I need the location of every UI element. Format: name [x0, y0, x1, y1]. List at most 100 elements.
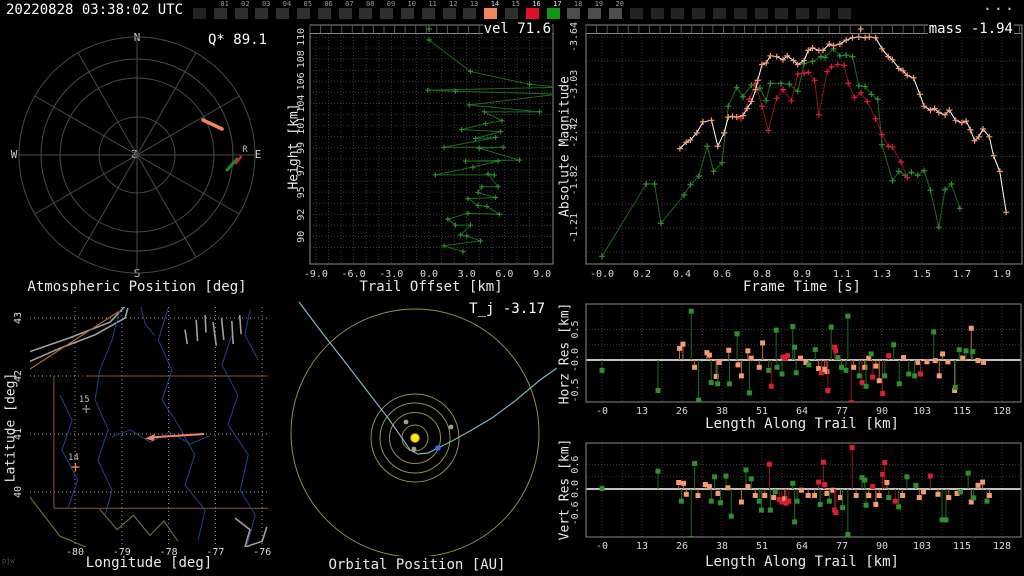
frame-number: 12: [449, 0, 458, 8]
tisserand-value: T_j -3.17: [468, 301, 546, 317]
frame-number: 07: [345, 0, 354, 8]
frame-number: 08: [365, 0, 375, 8]
timestamp: 20220828 03:38:02 UTC: [6, 2, 184, 18]
residual-points: [599, 308, 987, 402]
frame-square-04[interactable]: 04: [276, 1, 291, 19]
watermark: pjw: [2, 557, 15, 565]
mag-ylabel: Absolute Magnitude: [557, 76, 573, 217]
frame-square-18[interactable]: 18: [567, 1, 582, 19]
tick-label: 106: [296, 72, 307, 90]
atmospheric-title: Atmospheric Position [deg]: [27, 279, 247, 295]
q-star-value: Q* 89.1: [206, 32, 268, 48]
frame-square-u23[interactable]: [671, 8, 685, 19]
tick-label: -76: [253, 547, 271, 558]
tick-label: 77: [836, 541, 848, 552]
frame-square-u0[interactable]: [193, 8, 206, 19]
frame-square-12[interactable]: 12: [442, 1, 458, 19]
atmospheric-position-panel: N S W E Z R: [11, 31, 262, 280]
tick-label: -3.64: [569, 22, 580, 52]
tick-label: 115: [953, 406, 971, 417]
tick-label: 0.6: [713, 269, 731, 280]
frame-number: 19: [594, 0, 604, 8]
frame-number: 06: [324, 0, 333, 8]
frame-number: 13: [469, 0, 479, 8]
tick-label: 115: [953, 541, 971, 552]
tick-label: 99: [296, 142, 307, 154]
tick-label: 51: [756, 541, 768, 552]
meteor-streak-salmon: [201, 118, 224, 131]
frame-number: 01: [220, 0, 229, 8]
overflow-menu-icon[interactable]: ...: [982, 0, 1016, 14]
mag-xlabel: Frame Time [s]: [742, 279, 861, 295]
tick-label: 42: [13, 370, 24, 382]
frame-square-05[interactable]: 05: [296, 1, 312, 19]
radiant-marker-label: R: [242, 145, 248, 155]
tick-label: 43: [13, 312, 24, 324]
meteoroid-orbit: [298, 301, 557, 455]
frame-number: 14: [490, 0, 500, 8]
frame-square-07[interactable]: 07: [338, 1, 354, 19]
tick-label: 128: [993, 406, 1011, 417]
map-ylabel: Latitude [deg]: [3, 372, 19, 483]
tick-label: 0.0: [570, 480, 581, 498]
frame-square-19[interactable]: 19: [588, 1, 603, 19]
tick-label: 0.5: [570, 320, 581, 338]
tick-label: 64: [796, 406, 808, 417]
frame-square-u28[interactable]: [775, 8, 789, 19]
tick-label: 97: [296, 164, 307, 176]
tick-label: 0.4: [673, 269, 691, 280]
lightcurve-salmon: [676, 34, 1010, 216]
frame-square-06[interactable]: 06: [317, 1, 333, 19]
frame-square-13[interactable]: 13: [463, 1, 478, 19]
velocity-value: vel 71.6: [482, 21, 552, 37]
horz-xlabel: Length Along Trail [km]: [705, 416, 899, 432]
frame-square-11[interactable]: 11: [421, 1, 437, 19]
tick-label: -0: [596, 406, 608, 417]
mass-value: mass -1.94: [927, 21, 1014, 37]
frame-square-u25[interactable]: [712, 8, 726, 19]
tick-label: 95: [296, 186, 307, 198]
frame-square-20[interactable]: 20: [608, 1, 624, 19]
tick-label: 0.0: [420, 269, 438, 280]
frame-square-u24[interactable]: [692, 8, 706, 19]
tick-label: 1.5: [913, 269, 931, 280]
frame-number: 18: [573, 0, 583, 8]
venus-dot: [403, 419, 409, 425]
frame-square-u26[interactable]: [733, 8, 747, 19]
tick-label: 104: [296, 95, 307, 113]
frame-square-u22[interactable]: [650, 8, 664, 19]
frame-square-u30[interactable]: [816, 8, 830, 19]
meteor-streak-green: [225, 157, 239, 172]
tick-label: 77: [836, 406, 848, 417]
tick-label: 26: [676, 541, 688, 552]
tick-label: 0.8: [753, 269, 771, 280]
sun-dot: [410, 433, 420, 443]
frame-number: 02: [241, 0, 250, 8]
tick-label: 13: [636, 541, 648, 552]
frame-square-01[interactable]: 01: [213, 1, 229, 19]
tick-label: -0.0: [590, 269, 614, 280]
frame-square-03[interactable]: 03: [255, 1, 270, 19]
tick-label: 0.9: [793, 269, 811, 280]
tick-label: -3.03: [569, 70, 580, 100]
frame-square-09[interactable]: 09: [380, 1, 395, 19]
frame-square-08[interactable]: 08: [359, 1, 374, 19]
frame-square-u27[interactable]: [754, 8, 768, 19]
frame-square-15[interactable]: 15: [504, 1, 520, 19]
frame-square-17[interactable]: 17: [546, 1, 562, 19]
mercury-dot: [411, 446, 417, 452]
frame-square-16[interactable]: 16: [525, 1, 541, 19]
frame-square-14[interactable]: 14: [484, 1, 499, 19]
tick-label: 1.3: [873, 269, 891, 280]
frame-square-u29[interactable]: [796, 8, 810, 19]
frame-square-u31[interactable]: [837, 8, 851, 19]
frame-square-02[interactable]: 02: [234, 1, 250, 19]
frame-square-u21[interactable]: [629, 8, 643, 19]
station-marker-15: 15: [79, 395, 91, 414]
svg-text:15: 15: [79, 395, 90, 405]
tick-label: -9.0: [304, 269, 328, 280]
compass-west-label: W: [11, 148, 18, 161]
frame-square-10[interactable]: 10: [400, 1, 416, 19]
frame-number: 16: [532, 0, 541, 8]
